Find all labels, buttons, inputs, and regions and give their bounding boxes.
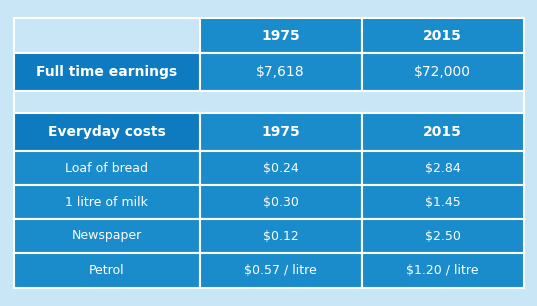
Bar [200,53,361,91]
Bar [361,53,524,91]
Text: $72,000: $72,000 [414,65,471,79]
Text: 1975: 1975 [261,125,300,139]
Bar [200,18,361,53]
Bar [200,253,361,288]
Bar [361,151,524,185]
Bar [13,219,200,253]
Bar [200,151,361,185]
Text: $0.12: $0.12 [263,230,299,242]
Text: $2.84: $2.84 [425,162,460,174]
Bar [13,253,200,288]
Text: 1975: 1975 [261,28,300,43]
Bar [361,18,524,53]
Text: $1.45: $1.45 [425,196,460,208]
Text: Full time earnings: Full time earnings [36,65,177,79]
Text: $0.57 / litre: $0.57 / litre [244,264,317,277]
Text: 1 litre of milk: 1 litre of milk [65,196,148,208]
Text: $0.30: $0.30 [263,196,299,208]
Text: $2.50: $2.50 [425,230,460,242]
Text: Newspaper: Newspaper [71,230,142,242]
Text: 2015: 2015 [423,125,462,139]
Bar [200,113,361,151]
Bar [361,219,524,253]
Bar [13,185,200,219]
Bar [13,53,200,91]
Text: $1.20 / litre: $1.20 / litre [407,264,479,277]
Text: 2015: 2015 [423,28,462,43]
Text: $7,618: $7,618 [256,65,305,79]
Bar [361,185,524,219]
Bar [13,18,200,53]
Bar [361,113,524,151]
Bar [200,219,361,253]
Text: Loaf of bread: Loaf of bread [65,162,148,174]
Text: Everyday costs: Everyday costs [48,125,165,139]
Text: $0.24: $0.24 [263,162,299,174]
Bar [361,253,524,288]
Text: Petrol: Petrol [89,264,125,277]
Bar [13,91,524,113]
Bar [13,151,200,185]
Bar [13,113,200,151]
Bar [200,185,361,219]
